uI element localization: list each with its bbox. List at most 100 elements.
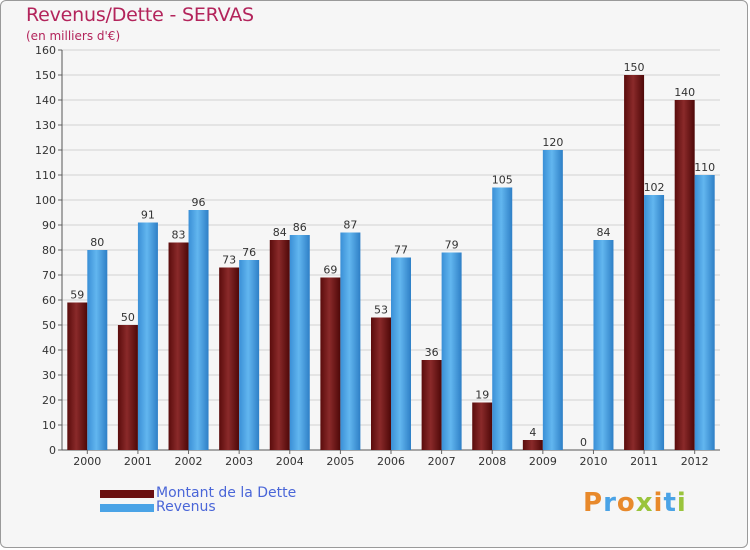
bar-debt bbox=[117, 325, 138, 450]
data-label-debt: 59 bbox=[70, 289, 84, 302]
logo-letter: x bbox=[635, 488, 654, 518]
y-tick-label: 160 bbox=[35, 44, 56, 57]
bar-revenue bbox=[694, 175, 715, 450]
x-tick-label: 2004 bbox=[276, 455, 304, 468]
bar-debt bbox=[67, 302, 88, 450]
bar-revenue bbox=[391, 257, 411, 450]
x-tick-label: 2003 bbox=[225, 455, 253, 468]
bar-revenue bbox=[87, 250, 108, 450]
x-tick-label: 2008 bbox=[478, 455, 506, 468]
bar-revenue bbox=[441, 252, 462, 450]
x-tick-label: 2007 bbox=[428, 455, 456, 468]
bar-revenue bbox=[644, 195, 665, 450]
bar-debt bbox=[472, 402, 493, 450]
data-labels: 59 80 50 91 83 96 73 76 84 86 69 87 53 77 36 79 19 105 4 12… bbox=[70, 61, 715, 449]
legend-swatch-debt bbox=[100, 490, 154, 498]
data-label-revenue: 102 bbox=[644, 181, 665, 194]
bar-debt bbox=[269, 240, 290, 450]
x-tick-label: 2002 bbox=[175, 455, 203, 468]
x-tick-label: 2009 bbox=[529, 455, 557, 468]
x-tick-label: 2010 bbox=[579, 455, 607, 468]
data-label-debt: 140 bbox=[674, 86, 695, 99]
data-label-debt: 19 bbox=[475, 389, 489, 402]
bars bbox=[67, 75, 715, 450]
y-tick-label: 140 bbox=[35, 94, 56, 107]
bar-debt bbox=[168, 242, 189, 450]
data-label-debt: 69 bbox=[323, 264, 337, 277]
data-label-revenue: 105 bbox=[492, 174, 513, 187]
y-tick-label: 0 bbox=[49, 444, 56, 457]
x-tick-label: 2005 bbox=[326, 455, 354, 468]
y-tick-label: 40 bbox=[42, 344, 56, 357]
x-tick-label: 2011 bbox=[630, 455, 658, 468]
bar-debt bbox=[674, 100, 695, 450]
y-tick-label: 90 bbox=[42, 219, 56, 232]
bar-debt bbox=[522, 440, 543, 450]
y-tick-label: 30 bbox=[42, 369, 56, 382]
y-tick-label: 120 bbox=[35, 144, 56, 157]
chart-subtitle: (en milliers d'€) bbox=[26, 29, 121, 43]
bar-debt bbox=[624, 75, 645, 450]
logo-letter: i bbox=[676, 488, 687, 518]
data-label-revenue: 120 bbox=[542, 136, 563, 149]
bar-revenue bbox=[137, 222, 158, 450]
data-label-debt: 84 bbox=[273, 226, 287, 239]
bar-revenue bbox=[340, 232, 361, 450]
y-tick-label: 150 bbox=[35, 69, 56, 82]
bar-revenue bbox=[239, 260, 260, 450]
y-tick-label: 50 bbox=[42, 319, 56, 332]
legend-swatch-revenue bbox=[100, 504, 154, 512]
bar-debt bbox=[320, 277, 341, 450]
y-tick-label: 10 bbox=[42, 419, 56, 432]
y-tick-label: 130 bbox=[35, 119, 56, 132]
proxiti-logo: Proxiti bbox=[583, 488, 687, 518]
y-tick-label: 20 bbox=[42, 394, 56, 407]
data-label-revenue: 76 bbox=[242, 246, 256, 259]
logo-letter: t bbox=[663, 488, 677, 518]
bar-revenue bbox=[542, 150, 563, 450]
logo-letter: P bbox=[583, 488, 604, 518]
y-tick-label: 80 bbox=[42, 244, 56, 257]
data-label-revenue: 110 bbox=[694, 161, 715, 174]
bar-revenue bbox=[593, 240, 614, 450]
x-tick-label: 2001 bbox=[124, 455, 152, 468]
bar-debt bbox=[421, 360, 442, 450]
bar-revenue bbox=[188, 210, 209, 450]
data-label-debt: 73 bbox=[222, 254, 236, 267]
data-label-revenue: 86 bbox=[293, 221, 307, 234]
data-label-revenue: 84 bbox=[596, 226, 610, 239]
data-label-debt: 4 bbox=[529, 426, 536, 439]
bar-debt bbox=[371, 317, 391, 450]
data-label-debt: 50 bbox=[121, 311, 135, 324]
data-label-debt: 150 bbox=[624, 61, 645, 74]
chart-title: Revenus/Dette - SERVAS bbox=[26, 4, 254, 26]
y-tick-label: 70 bbox=[42, 269, 56, 282]
logo-letter: o bbox=[616, 488, 636, 518]
data-label-debt: 53 bbox=[374, 304, 388, 317]
data-label-revenue: 87 bbox=[343, 219, 357, 232]
x-tick-label: 2006 bbox=[377, 455, 405, 468]
legend-label-debt: Montant de la Dette bbox=[156, 485, 297, 501]
data-label-revenue: 91 bbox=[141, 209, 155, 222]
y-tick-label: 60 bbox=[42, 294, 56, 307]
data-label-debt: 0 bbox=[580, 436, 587, 449]
data-label-revenue: 96 bbox=[192, 196, 206, 209]
data-label-revenue: 80 bbox=[90, 236, 104, 249]
data-label-debt: 83 bbox=[172, 229, 186, 242]
data-label-revenue: 77 bbox=[394, 244, 408, 257]
data-label-revenue: 79 bbox=[445, 239, 459, 252]
y-tick-label: 110 bbox=[35, 169, 56, 182]
x-tick-label: 2000 bbox=[73, 455, 101, 468]
x-tick-label: 2012 bbox=[681, 455, 709, 468]
bar-revenue bbox=[492, 187, 513, 450]
bar-revenue bbox=[289, 235, 310, 450]
data-label-debt: 36 bbox=[425, 346, 439, 359]
logo-letter: i bbox=[653, 488, 664, 518]
axes: 0102030405060708090100110120130140150160… bbox=[35, 44, 720, 468]
bar-debt bbox=[219, 267, 240, 450]
y-tick-label: 100 bbox=[35, 194, 56, 207]
logo-letter: r bbox=[603, 488, 617, 518]
legend-label-revenue: Revenus bbox=[156, 499, 216, 515]
